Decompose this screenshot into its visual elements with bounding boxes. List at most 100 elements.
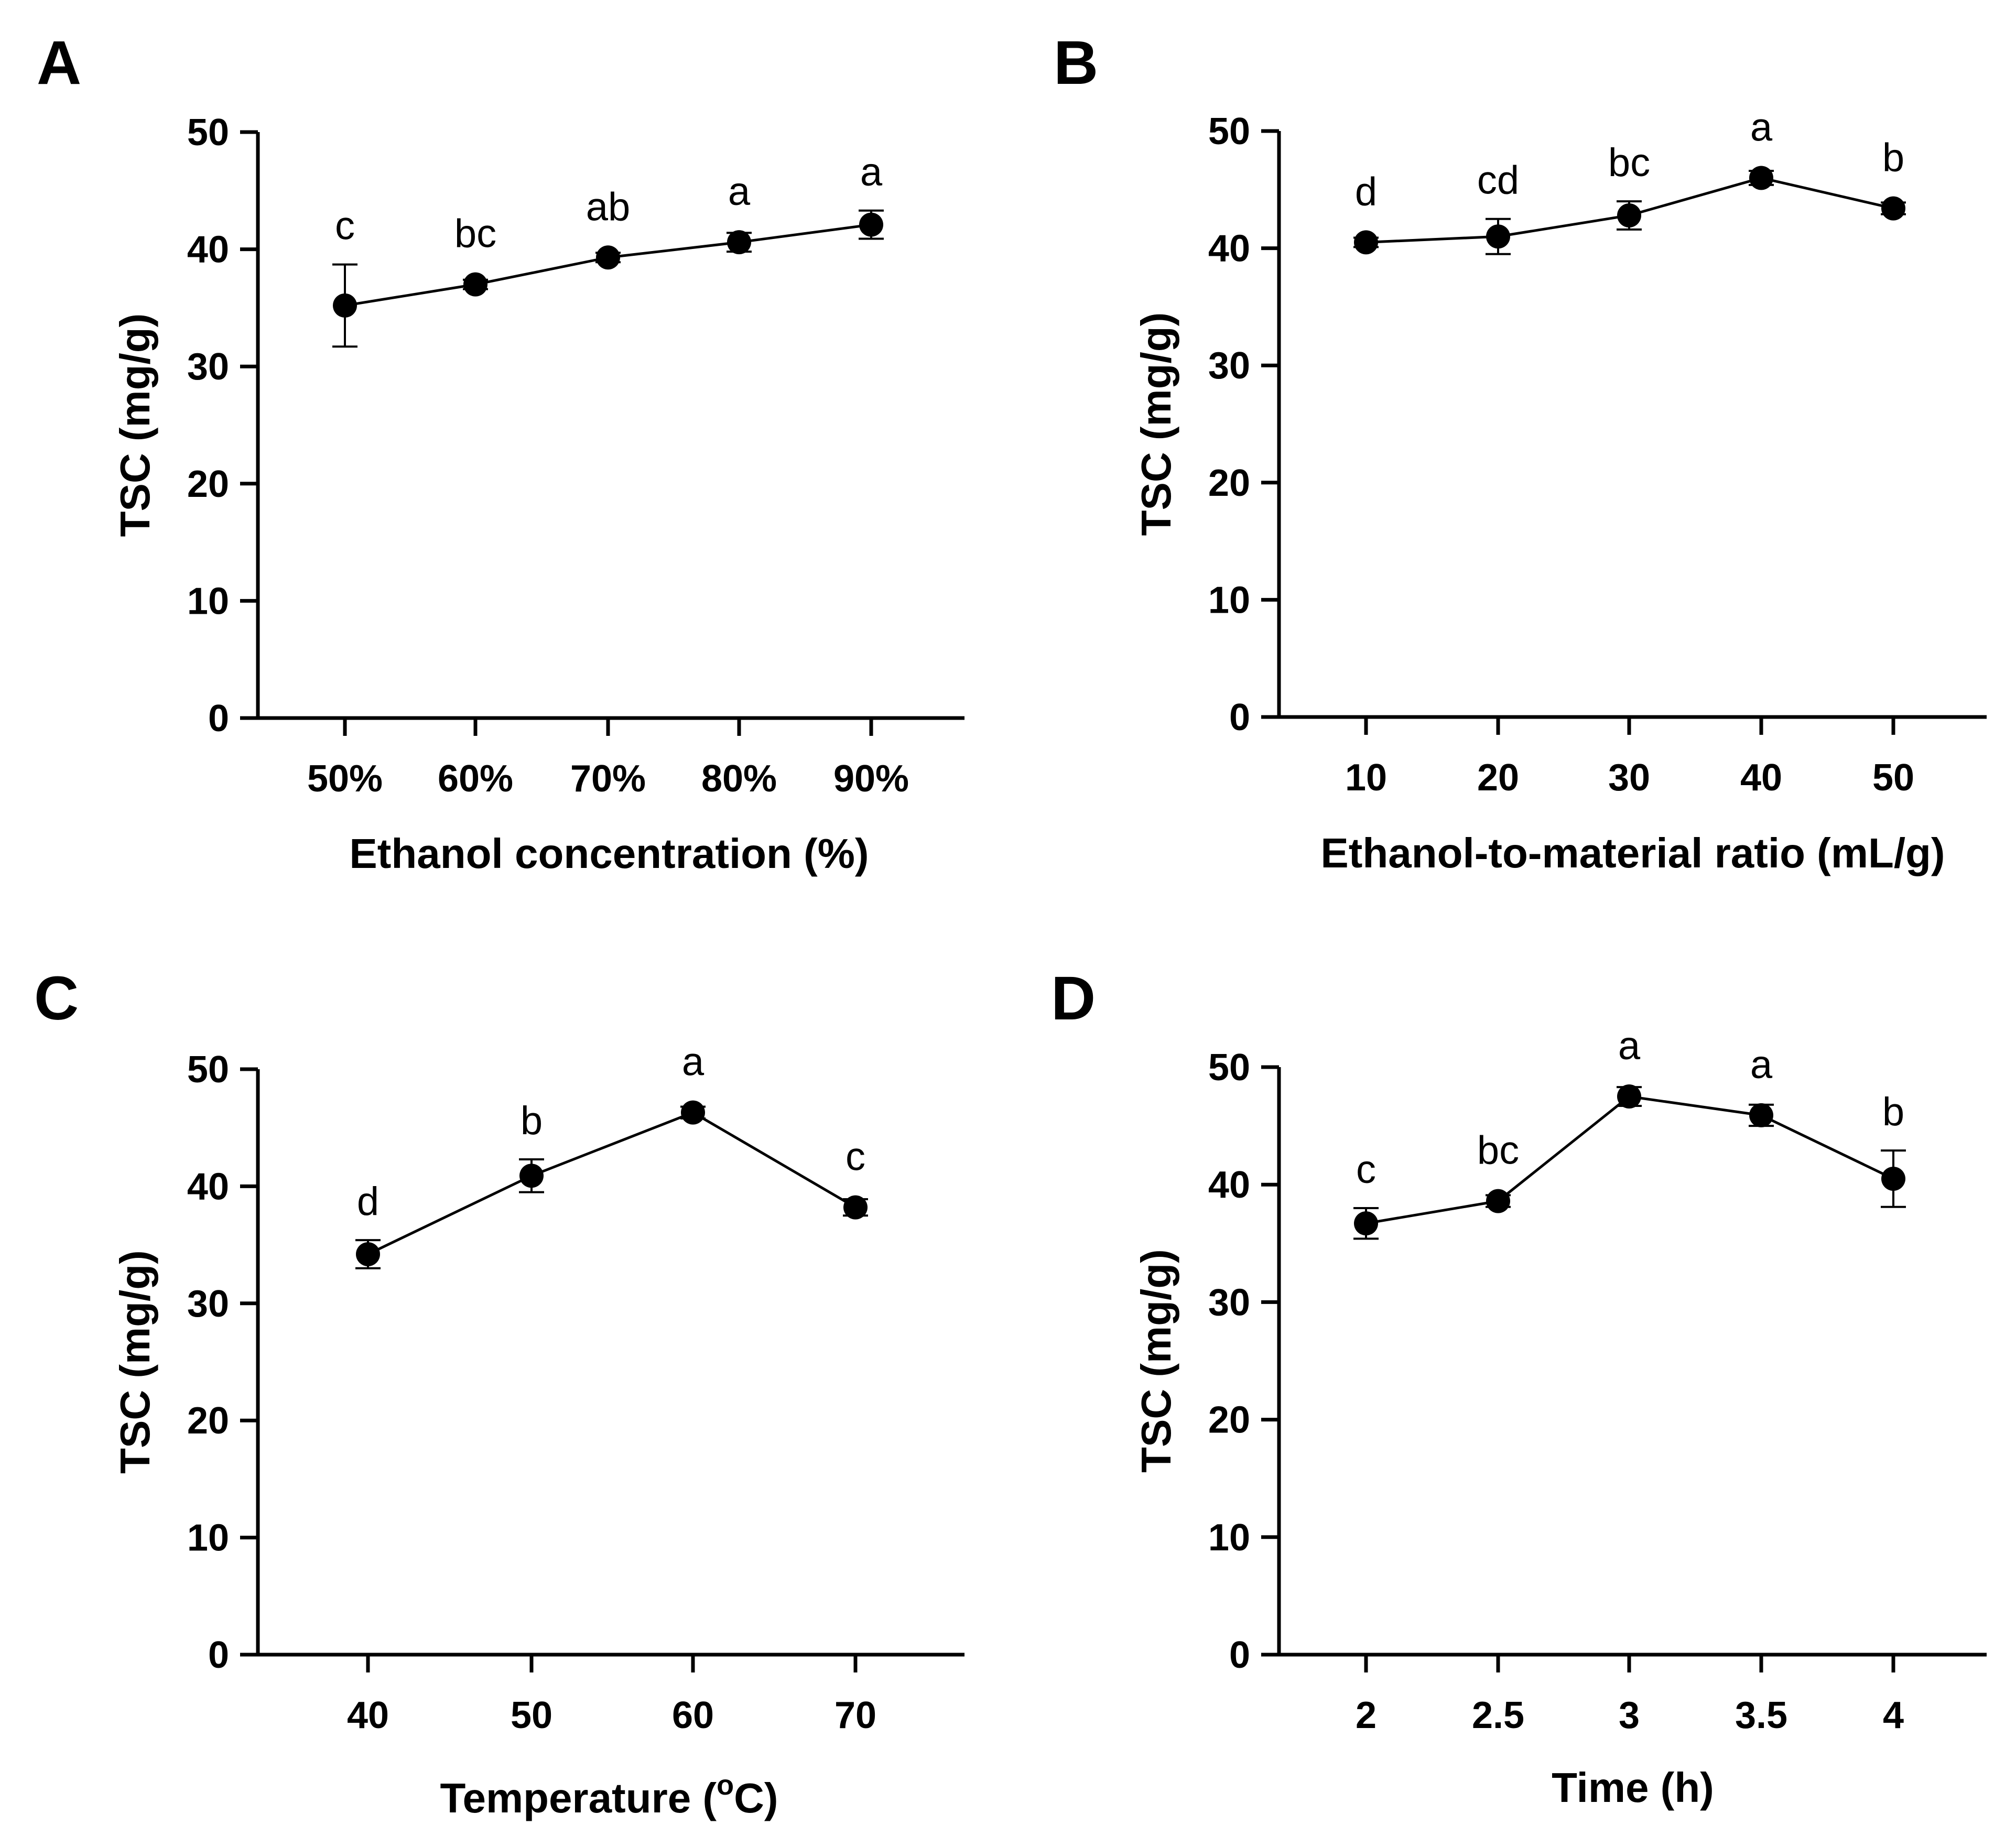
- y-tick-label: 40: [187, 229, 229, 271]
- x-tick-label: 30: [1608, 757, 1650, 799]
- data-point: [1749, 166, 1773, 190]
- y-tick-label: 50: [187, 112, 229, 154]
- x-tick-label: 50: [1872, 757, 1914, 799]
- panel-letter: C: [34, 964, 79, 1033]
- x-tick-label: 40: [347, 1694, 389, 1736]
- y-tick-label: 40: [1208, 228, 1250, 270]
- significance-letter: b: [1882, 136, 1904, 180]
- y-tick-label: 40: [187, 1166, 229, 1208]
- y-tick-label: 0: [208, 698, 229, 740]
- y-tick-label: 30: [187, 1283, 229, 1325]
- y-tick-label: 10: [187, 580, 229, 622]
- x-tick-label: 80%: [701, 758, 777, 800]
- x-tick-label: 3: [1619, 1694, 1640, 1736]
- significance-letter: b: [521, 1099, 543, 1143]
- y-tick-label: 0: [1229, 1634, 1250, 1676]
- data-point: [333, 293, 357, 318]
- y-tick-label: 0: [1229, 697, 1250, 738]
- data-point: [1881, 1166, 1905, 1191]
- x-tick-label: 2: [1356, 1694, 1376, 1736]
- data-point: [1354, 1211, 1378, 1236]
- significance-letter: a: [682, 1040, 704, 1084]
- significance-letter: bc: [454, 212, 496, 256]
- y-tick-label: 0: [208, 1634, 229, 1676]
- x-tick-label: 50%: [307, 758, 383, 800]
- y-tick-label: 20: [1208, 462, 1250, 504]
- data-point: [463, 272, 487, 297]
- y-tick-label: 10: [187, 1517, 229, 1559]
- data-point: [1354, 230, 1378, 255]
- x-tick-label: 70%: [570, 758, 646, 800]
- y-tick-label: 30: [1208, 1281, 1250, 1323]
- data-point: [1617, 203, 1641, 227]
- x-axis-title: Ethanol-to-material ratio (mL/g): [1320, 830, 1945, 876]
- panel-d: D 0 10 20 30 40 50 2 2.5 3 3.5 4 Time (h) TSC (mg/g) c…: [1051, 964, 1987, 1811]
- y-tick-label: 10: [1208, 579, 1250, 621]
- significance-letter: ab: [586, 184, 631, 229]
- data-point: [1749, 1103, 1773, 1127]
- x-tick-label: 70: [834, 1694, 876, 1736]
- y-tick-label: 50: [1208, 1047, 1250, 1089]
- data-point: [727, 230, 751, 255]
- x-axis-title-superscript: o: [717, 1769, 734, 1801]
- data-point: [681, 1100, 705, 1125]
- x-axis-title: Time (h): [1552, 1764, 1714, 1811]
- data-point: [1617, 1084, 1641, 1109]
- x-axis-title: Ethanol concentration (%): [349, 830, 869, 877]
- y-tick-label: 20: [187, 463, 229, 505]
- panel-b: B 0 10 20 30 40 50 10 20 30 40 50 Ethanol-to-materia…: [1054, 28, 1987, 876]
- y-axis-title: TSC (mg/g): [112, 1250, 158, 1474]
- x-tick-label: 60%: [438, 758, 513, 800]
- significance-letter: a: [860, 150, 883, 194]
- x-tick-label: 40: [1740, 757, 1782, 799]
- y-tick-label: 30: [187, 346, 229, 388]
- y-tick-label: 30: [1208, 345, 1250, 387]
- significance-letter: d: [357, 1179, 379, 1224]
- x-tick-label: 50: [511, 1694, 552, 1736]
- significance-letter: b: [1882, 1090, 1904, 1134]
- y-tick-label: 10: [1208, 1517, 1250, 1559]
- y-axis-title: TSC (mg/g): [1133, 312, 1179, 536]
- significance-letter: a: [1750, 105, 1773, 149]
- data-point: [843, 1195, 868, 1220]
- significance-letter: c: [1356, 1147, 1376, 1192]
- x-axis-title-end: C): [734, 1775, 778, 1821]
- y-axis-title: TSC (mg/g): [112, 313, 158, 537]
- x-tick-label: 20: [1477, 757, 1519, 799]
- y-tick-label: 50: [1208, 111, 1250, 153]
- x-tick-label: 60: [672, 1694, 714, 1736]
- panel-letter: D: [1051, 964, 1096, 1033]
- y-tick-label: 40: [1208, 1164, 1250, 1206]
- panel-c: C 0 10 20 30 40 50 40 50 60 70 Temperature (oC) TSC …: [34, 964, 964, 1821]
- series-line: [367, 1111, 857, 1256]
- data-point: [1881, 196, 1905, 221]
- y-tick-label: 50: [187, 1049, 229, 1091]
- x-tick-label: 4: [1883, 1694, 1904, 1736]
- significance-letter: c: [335, 204, 355, 248]
- significance-letter: a: [1618, 1024, 1641, 1068]
- significance-letter: c: [846, 1135, 865, 1179]
- y-tick-label: 20: [187, 1400, 229, 1442]
- data-point: [519, 1164, 544, 1188]
- data-point: [859, 212, 883, 237]
- x-tick-label: 2.5: [1472, 1694, 1524, 1736]
- data-point: [356, 1242, 380, 1266]
- significance-letter: bc: [1477, 1128, 1519, 1173]
- y-tick-label: 20: [1208, 1399, 1250, 1441]
- significance-letter: bc: [1608, 140, 1650, 185]
- data-point: [596, 245, 620, 270]
- significance-letter: a: [728, 169, 751, 214]
- significance-letter: a: [1750, 1042, 1773, 1087]
- y-axis-title: TSC (mg/g): [1133, 1249, 1179, 1473]
- x-tick-label: 3.5: [1735, 1694, 1787, 1736]
- x-tick-label: 10: [1345, 757, 1387, 799]
- x-axis-title: Temperature (oC): [440, 1769, 778, 1821]
- series-line: [1365, 1095, 1894, 1225]
- x-axis-title-main: Temperature (: [440, 1775, 717, 1821]
- panel-letter: B: [1054, 28, 1098, 97]
- data-point: [1486, 1189, 1510, 1213]
- x-tick-label: 90%: [833, 758, 909, 800]
- significance-letter: d: [1355, 169, 1377, 214]
- data-point: [1486, 224, 1510, 249]
